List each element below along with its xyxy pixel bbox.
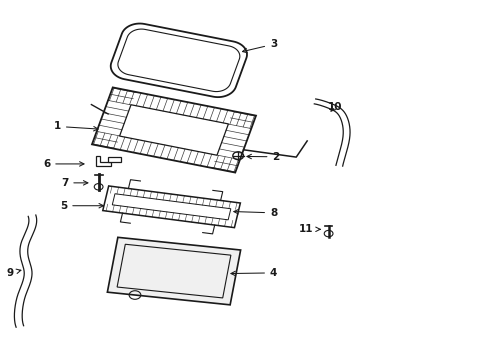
Polygon shape — [102, 186, 240, 228]
Polygon shape — [92, 87, 256, 172]
Text: 10: 10 — [327, 102, 342, 112]
Polygon shape — [107, 237, 240, 305]
Text: 5: 5 — [60, 201, 103, 211]
Polygon shape — [112, 194, 230, 220]
Text: 8: 8 — [233, 208, 277, 218]
Text: 7: 7 — [61, 178, 88, 188]
Text: 4: 4 — [230, 268, 277, 278]
Polygon shape — [108, 157, 120, 162]
Text: 9: 9 — [6, 268, 21, 278]
Polygon shape — [117, 244, 230, 298]
Polygon shape — [120, 105, 228, 155]
Text: 3: 3 — [242, 39, 277, 53]
Polygon shape — [96, 156, 111, 166]
Text: 1: 1 — [54, 121, 98, 131]
Text: 2: 2 — [246, 152, 279, 162]
Text: 6: 6 — [43, 159, 84, 169]
Text: 11: 11 — [298, 224, 320, 234]
